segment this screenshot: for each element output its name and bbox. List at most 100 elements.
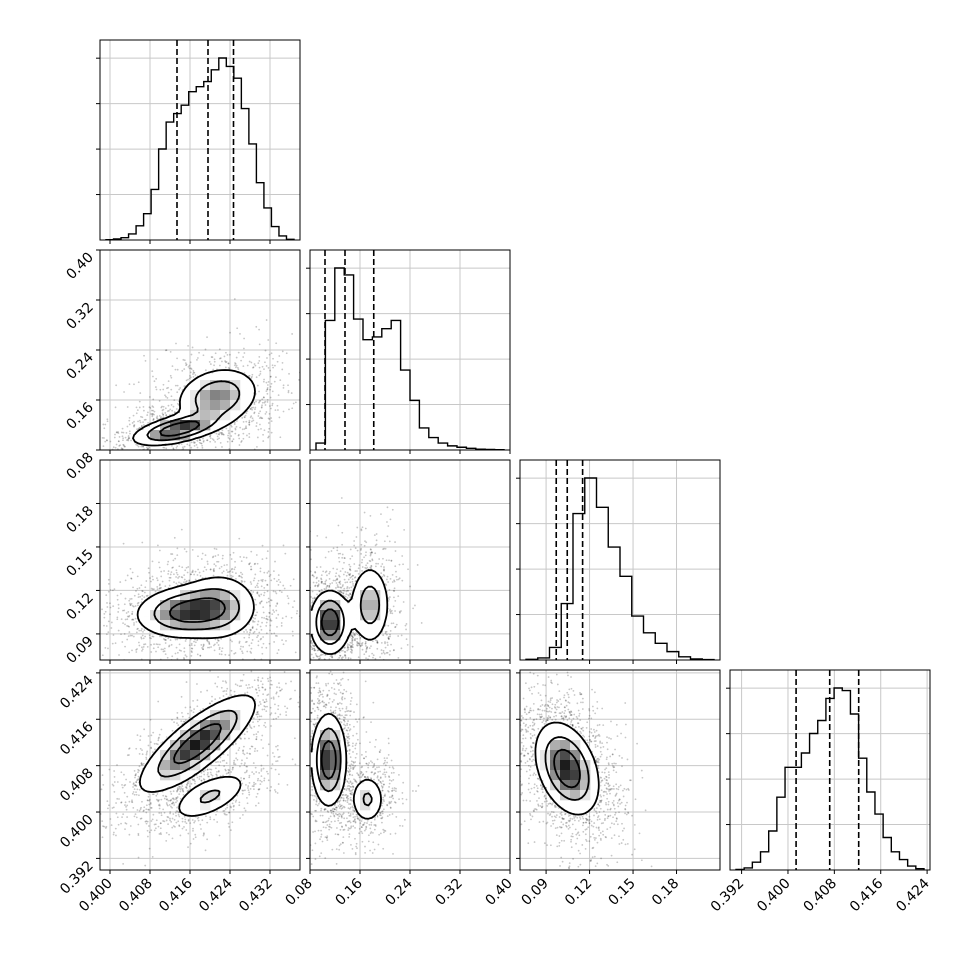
density-fill [240,600,244,604]
sample-point [198,441,201,444]
sample-point [133,424,136,426]
sample-point [190,376,192,379]
sample-point [269,385,272,388]
sample-point [229,639,232,641]
sample-point [264,400,267,403]
density-bin [210,390,221,401]
density-bin [190,610,201,621]
density-fill [236,583,241,587]
sample-point [160,648,163,651]
sample-point [107,590,110,593]
sample-point [281,350,284,353]
sample-point [259,370,262,373]
sample-point [307,623,309,625]
sample-point [282,386,285,389]
sample-point [172,566,174,569]
sample-point [152,375,154,378]
sample-point [175,582,178,585]
sample-point [383,569,385,572]
sample-point [189,367,192,370]
sample-point [217,560,220,563]
sample-point [175,571,178,574]
sample-point [346,597,349,599]
sample-point [272,570,275,573]
density-bin [180,620,191,631]
sample-point [171,365,174,368]
sample-point [133,594,136,597]
density-fill [226,583,231,587]
sample-point [212,644,215,647]
sample-point [269,405,271,407]
density-fill [136,440,141,444]
sample-point [124,623,126,626]
sample-point [366,566,369,569]
sample-point [259,567,262,570]
sample-point [178,581,180,584]
density-fill [193,633,197,637]
sample-point [380,565,383,568]
sample-point [75,437,77,439]
sample-point [259,423,261,426]
density-fill [163,593,167,597]
sample-point [29,432,31,434]
sample-point [117,629,120,632]
sample-point [239,556,242,558]
sample-point [135,621,138,623]
sample-point [112,605,115,608]
density-fill [243,620,247,624]
sample-point [168,409,170,412]
sample-point [224,366,227,369]
sample-point [143,596,146,599]
sample-point [246,410,249,413]
density-bin [200,600,211,611]
density-fill [146,440,151,444]
density-bin [210,610,221,621]
sample-point [117,456,119,458]
sample-point [131,613,133,615]
sample-point [187,661,189,663]
sample-point [201,446,204,449]
sample-point [254,598,257,601]
sample-point [188,579,191,582]
sample-point [153,643,155,646]
sample-point [116,431,118,434]
density-bin [220,410,231,421]
sample-point [203,566,206,569]
sample-point [248,360,251,363]
density-bin [160,610,171,621]
sample-point [254,406,257,409]
sample-point [178,575,181,578]
sample-point [316,655,319,658]
density-fill [216,580,221,584]
sample-point [253,412,256,415]
sample-point [138,629,141,632]
sample-point [258,417,261,420]
sample-point [307,601,309,603]
sample-point [144,643,147,646]
sample-point [196,358,198,361]
sample-point [328,584,331,587]
sample-point [202,570,205,573]
contour-line [136,576,255,640]
sample-point [240,441,243,443]
sample-point [223,355,226,358]
sample-point [258,343,261,346]
sample-point [369,553,372,556]
sample-point [188,580,191,582]
sample-point [209,568,212,571]
sample-point [230,430,233,433]
sample-point [356,549,359,552]
sample-point [186,571,189,574]
sample-point [290,616,293,619]
sample-point [191,346,194,349]
sample-point [256,445,258,448]
sample-point [306,662,308,664]
density-fill [226,586,231,591]
sample-point [261,558,264,561]
sample-point [341,553,344,556]
sample-point [238,537,241,540]
sample-point [146,414,149,416]
density-fill [176,586,181,591]
sample-point [145,455,147,457]
sample-point [93,441,95,443]
